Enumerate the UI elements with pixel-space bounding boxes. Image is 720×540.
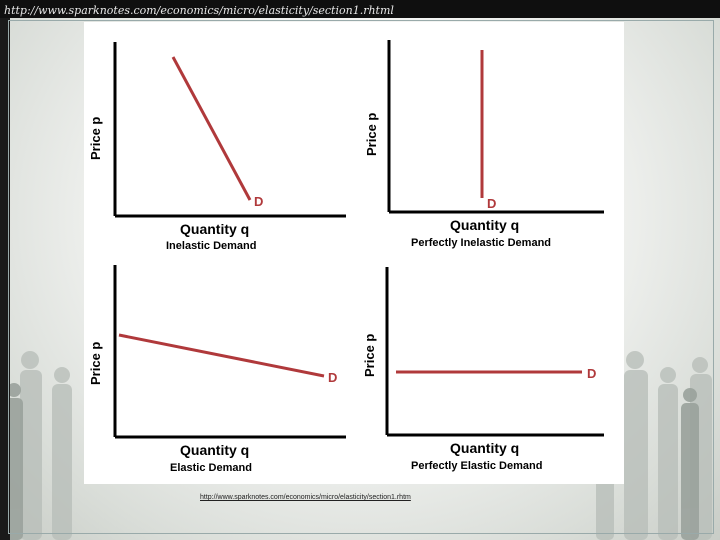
curve-label-d: D: [487, 196, 496, 211]
chart-caption: Elastic Demand: [170, 462, 252, 474]
chart-caption: Inelastic Demand: [166, 240, 256, 252]
x-axis-label: Quantity q: [180, 442, 249, 458]
x-axis-label: Quantity q: [180, 221, 249, 237]
demand-curve: [118, 333, 325, 378]
chart-caption: Perfectly Inelastic Demand: [411, 237, 551, 249]
axes: [387, 40, 604, 214]
source-url-top[interactable]: http://www.sparknotes.com/economics/micr…: [4, 4, 394, 17]
curve-label-d: D: [254, 194, 263, 209]
y-axis-label: Price p: [364, 113, 379, 156]
source-url-bottom[interactable]: http://www.sparknotes.com/economics/micr…: [200, 494, 411, 501]
x-axis-label: Quantity q: [450, 440, 519, 456]
left-edge-bar: [0, 18, 10, 540]
panel-left: [84, 22, 354, 484]
y-axis-label: Price p: [88, 117, 103, 160]
y-axis-label: Price p: [88, 342, 103, 385]
y-axis-label: Price p: [362, 334, 377, 377]
axes: [385, 267, 604, 437]
axes: [113, 265, 346, 439]
slide-frame: [8, 20, 714, 534]
x-axis-label: Quantity q: [450, 217, 519, 233]
panel-right: [354, 22, 624, 484]
chart-inelastic: D Price p Quantity q Inelastic Demand: [88, 42, 346, 252]
chart-perfectly-elastic: D Price p Quantity q Perfectly Elastic D…: [362, 267, 604, 472]
axes: [113, 42, 346, 218]
curve-label-d: D: [328, 370, 337, 385]
demand-curve: [171, 56, 252, 201]
chart-elastic: D Price p Quantity q Elastic Demand: [88, 265, 346, 474]
top-bar: http://www.sparknotes.com/economics/micr…: [0, 0, 720, 18]
chart-caption: Perfectly Elastic Demand: [411, 460, 542, 472]
curve-label-d: D: [587, 366, 596, 381]
chart-perfectly-inelastic: D Price p Quantity q Perfectly Inelastic…: [364, 40, 604, 249]
